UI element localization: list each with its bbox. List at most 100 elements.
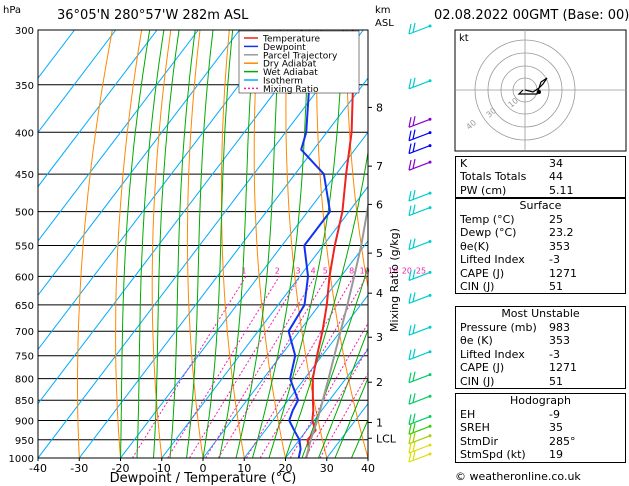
wind-barb [408, 118, 431, 128]
dry-adiabat-line [316, 30, 368, 458]
legend-entry: Wet Adiabat [263, 68, 318, 78]
pressure-axis-label: hPa [3, 5, 21, 16]
wind-barb-flag [412, 204, 416, 215]
x-axis-title: Dewpoint / Temperature (°C) [110, 471, 297, 486]
pressure-tick-label: 750 [15, 352, 34, 363]
pressure-tick-label: 400 [15, 128, 34, 139]
pressure-tick-label: 650 [15, 301, 34, 312]
mixing-ratio-label: 20 [402, 266, 412, 275]
wet-adiabat-line [268, 30, 344, 458]
wind-barb-flag [408, 293, 412, 304]
pressure-tick-label: 600 [15, 272, 34, 283]
legend-entry: Isotherm [263, 77, 303, 87]
wet-adiabat-line [120, 30, 151, 458]
wind-barb-flag [408, 394, 412, 405]
isotherm-line [38, 30, 117, 134]
most-unstable-row: CIN (J) 51 [460, 374, 563, 388]
hodograph-row: EH -9 [460, 408, 560, 421]
temperature-tick-label: 0 [200, 462, 207, 475]
index-row-pw: PW (cm) 5.11 [460, 183, 574, 197]
surface-row: Dewp (°C) 23.2 [460, 226, 574, 240]
mixing-ratio-line [167, 276, 280, 458]
wind-barb [408, 395, 431, 405]
wind-barb-flag [408, 372, 412, 383]
wind-barb-flag [412, 413, 416, 424]
mixing-ratio-line [259, 276, 368, 458]
most-unstable-row: Lifted Index -3 [460, 347, 560, 361]
legend-entry: Temperature [262, 35, 320, 45]
pressure-tick-label: 350 [15, 81, 34, 92]
hodograph-row: StmDir 285° [460, 434, 576, 448]
km-tick-label: 1 [376, 417, 383, 430]
wind-barb-dot [428, 270, 432, 274]
wind-barb-flag [408, 239, 412, 250]
surface-row: CAPE (J) 1271 [460, 266, 577, 280]
asl-axis-label: ASL [375, 18, 394, 29]
dry-adiabat-line [375, 30, 450, 458]
pressure-tick-label: 1000 [9, 454, 34, 465]
wind-barb-flag [408, 78, 412, 89]
isotherm-line [38, 30, 240, 296]
isotherm-line [38, 30, 199, 242]
temperature-tick-label: -20 [112, 462, 130, 475]
temperature-tick-label: -30 [70, 462, 88, 475]
wind-barb-flag [408, 325, 412, 336]
index-row-totals: Totals Totals 44 [460, 170, 563, 184]
credit-text: © weatheronline.co.uk [455, 470, 581, 483]
surface-row: CIN (J) 51 [460, 279, 563, 293]
isotherm-line [38, 30, 323, 405]
dry-adiabat-line [220, 30, 245, 458]
wind-barb [408, 145, 431, 155]
plot-area [38, 30, 450, 458]
wind-barb-flag [412, 292, 416, 302]
wet-adiabat-line [153, 30, 180, 458]
km-tick-label: 4 [376, 287, 383, 300]
km-tick-label: LCL [376, 432, 397, 445]
pressure-tick-label: 850 [15, 396, 34, 407]
wind-barb-flag [412, 423, 416, 433]
mixing-ratio-line [205, 276, 316, 458]
dry-adiabat-line [186, 30, 204, 458]
wind-barb [408, 425, 431, 435]
wind-barb-flag [408, 349, 412, 360]
wind-barb-dot [428, 117, 432, 121]
dry-adiabat-line [151, 30, 172, 458]
wind-barb-dot [428, 24, 432, 28]
wet-adiabat-line [202, 30, 234, 458]
wind-barb [408, 444, 431, 454]
hodograph-row: StmSpd (kt) 19 [460, 448, 563, 462]
wind-barb [408, 271, 431, 281]
isotherm-line [38, 30, 75, 79]
wet-adiabat-line [285, 149, 368, 458]
hodograph-unit-label: kt [459, 33, 469, 44]
wind-barb-flag [408, 143, 412, 154]
wind-barb-flag [408, 160, 412, 171]
km-tick-label: 3 [376, 331, 383, 344]
wind-barb [408, 80, 431, 90]
wind-barb [408, 132, 431, 142]
wind-barb-dot [428, 144, 432, 148]
parcel-trajectory-line [305, 200, 368, 458]
wind-barb-flag [412, 432, 416, 443]
hodograph-table: Hodograph EH -9 SREH 35 StmDir 285° StmSpd … [455, 393, 626, 463]
temperature-tick-label: 40 [361, 462, 375, 475]
legend-entry: Dewpoint [263, 43, 306, 53]
wind-barb [408, 240, 431, 251]
wind-barb-flag [412, 142, 416, 153]
wind-barb-flag [412, 189, 416, 200]
wind-barb [408, 453, 431, 463]
isotherm-line [285, 348, 368, 458]
wind-barb-flag [412, 116, 416, 126]
wind-barb-dot [428, 131, 432, 135]
wind-barb-flag [408, 190, 412, 202]
isotherm-line [78, 77, 368, 458]
wind-barb-flag [408, 414, 412, 425]
dry-adiabat-line [115, 30, 143, 458]
mixing-ratio-line [245, 276, 355, 458]
dry-adiabat-line [253, 30, 286, 458]
wind-barb [408, 435, 431, 445]
km-tick-label: 8 [376, 101, 383, 114]
isotherm-line [161, 185, 368, 458]
wind-barb-flag [408, 433, 412, 444]
